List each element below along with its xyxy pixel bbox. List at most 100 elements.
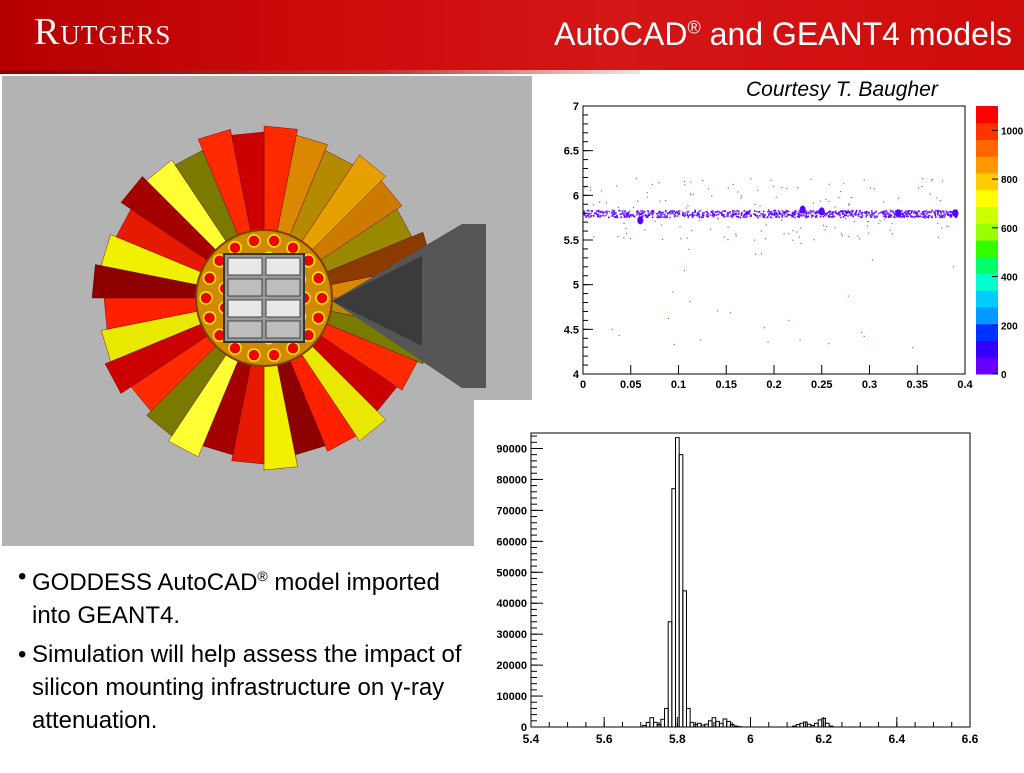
data-point <box>606 213 608 215</box>
data-point <box>596 214 598 216</box>
data-point <box>640 213 642 215</box>
data-point <box>702 180 703 181</box>
data-point <box>941 227 942 228</box>
data-point <box>828 215 830 217</box>
bullet-item: •Simulation will help assess the impact … <box>18 638 478 737</box>
data-point <box>622 212 624 214</box>
data-point <box>771 214 773 216</box>
data-point <box>940 200 941 201</box>
data-point <box>732 212 734 214</box>
data-point <box>585 216 587 218</box>
data-point <box>584 187 585 188</box>
data-point <box>873 213 875 215</box>
data-point <box>930 193 931 194</box>
data-point <box>884 215 886 217</box>
data-point <box>729 211 731 213</box>
data-point <box>882 213 884 215</box>
data-point <box>617 217 619 219</box>
data-point <box>762 214 763 215</box>
data-point <box>652 214 654 216</box>
y-tick-label: 70000 <box>496 505 527 517</box>
data-point <box>924 211 926 213</box>
data-point <box>601 211 603 213</box>
data-point <box>775 210 777 212</box>
data-point <box>782 215 784 217</box>
data-point <box>778 210 780 212</box>
data-point <box>947 214 949 216</box>
colorbar-segment <box>976 257 998 274</box>
data-point <box>888 216 890 218</box>
data-point <box>638 212 640 214</box>
data-point <box>895 216 897 218</box>
data-point <box>831 211 833 213</box>
data-point <box>792 213 794 215</box>
data-point <box>689 301 690 302</box>
data-point <box>878 223 879 224</box>
data-point <box>730 312 731 313</box>
data-point <box>619 335 620 336</box>
data-point <box>632 214 634 216</box>
y-tick-label: 90000 <box>496 443 527 455</box>
data-point <box>926 212 928 214</box>
detector-cell <box>268 349 280 361</box>
data-point <box>841 211 843 213</box>
data-point <box>898 198 899 199</box>
data-point <box>677 215 679 217</box>
data-point <box>812 211 814 213</box>
data-point <box>593 204 594 205</box>
data-point <box>767 342 768 343</box>
data-point <box>749 210 751 212</box>
data-point <box>756 215 758 217</box>
data-point <box>693 194 694 195</box>
data-point <box>797 212 799 214</box>
data-point <box>925 215 927 217</box>
data-point <box>665 211 667 213</box>
y-tick-label: 4.5 <box>564 324 579 336</box>
data-point <box>615 212 617 214</box>
data-point <box>707 214 709 216</box>
data-point <box>680 238 681 239</box>
histogram-bin <box>829 726 833 727</box>
data-point <box>734 210 736 212</box>
data-point <box>770 213 772 215</box>
x-tick-label: 0.15 <box>716 379 737 391</box>
data-point <box>845 218 846 219</box>
data-point <box>746 216 748 218</box>
x-tick-label: 6.4 <box>888 732 905 746</box>
data-point <box>912 216 914 218</box>
data-point <box>626 216 628 218</box>
data-point <box>843 216 845 218</box>
bullet-dot: • <box>18 638 26 671</box>
data-point <box>591 210 593 212</box>
data-point <box>628 215 629 216</box>
data-point <box>608 211 610 213</box>
data-point <box>694 211 696 213</box>
data-point <box>590 213 592 215</box>
data-point <box>842 235 843 236</box>
data-point <box>848 204 849 205</box>
data-point <box>785 210 787 212</box>
data-point <box>659 211 661 213</box>
bullet-text-pre: GODDESS AutoCAD <box>32 569 257 596</box>
data-point <box>659 216 661 218</box>
data-point <box>734 213 736 215</box>
y-tick-label: 10000 <box>496 691 527 703</box>
detector-cell <box>287 342 299 354</box>
data-point <box>798 216 800 218</box>
data-point <box>811 216 813 218</box>
data-point <box>843 183 844 184</box>
data-point <box>935 210 937 212</box>
data-point <box>932 179 933 180</box>
data-point <box>757 190 758 191</box>
data-point <box>710 211 712 213</box>
data-point <box>774 214 776 216</box>
data-point <box>855 213 857 215</box>
data-point <box>842 214 844 216</box>
data-point <box>736 235 737 236</box>
data-point <box>598 216 600 218</box>
data-point <box>847 215 849 217</box>
x-tick-label: 5.6 <box>596 732 613 746</box>
detector-cell <box>313 272 325 284</box>
data-point <box>707 212 709 214</box>
data-point <box>823 225 824 226</box>
